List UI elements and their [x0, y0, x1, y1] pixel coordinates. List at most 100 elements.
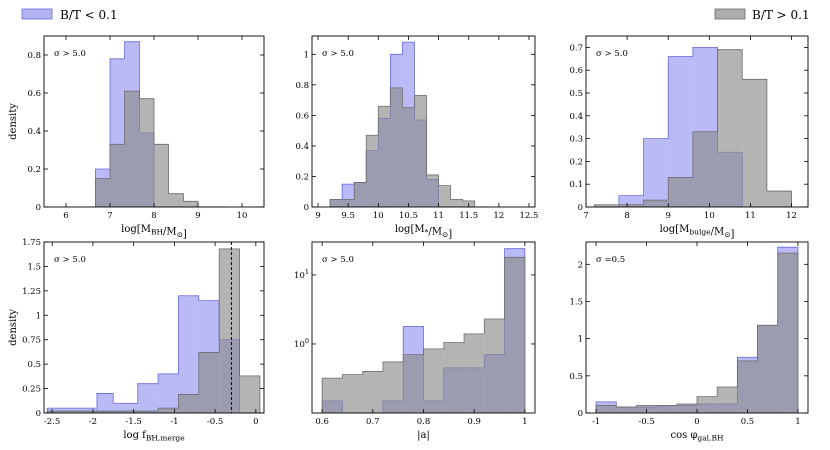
histogram-bar [656, 405, 677, 413]
histogram-bar [96, 411, 114, 413]
histogram-bar [362, 371, 383, 413]
legend-swatch-low [21, 8, 53, 20]
histogram-bar [438, 185, 451, 207]
y-tick-label: 0.4 [569, 112, 583, 122]
histogram-bar [777, 253, 798, 413]
sigma-annotation: σ > 5.0 [322, 49, 354, 59]
y-tick-label: 1 [36, 311, 41, 321]
x-axis-label: log[MBH/M⊙] [121, 224, 187, 240]
histogram-bar [139, 98, 154, 207]
histogram-bar [504, 257, 525, 413]
x-tick-label: 12 [493, 211, 504, 221]
x-tick-label: -2.5 [44, 417, 60, 427]
histogram-bar [616, 407, 637, 413]
y-tick-label: 1 [578, 335, 583, 345]
histogram-bar [354, 182, 367, 207]
y-tick-label: 101 [294, 268, 309, 281]
x-tick-label: 1 [795, 417, 800, 427]
sigma-annotation: σ > 5.0 [54, 49, 86, 59]
y-tick-label: 1.75 [22, 238, 41, 248]
x-tick-label: 12.5 [520, 211, 539, 221]
y-tick-label: 0.2 [569, 157, 583, 167]
x-tick-label: 0.8 [417, 417, 431, 427]
y-tick-label: 0 [36, 203, 41, 213]
histogram-bar [137, 383, 159, 413]
series-bt-high [593, 49, 792, 208]
histogram-bar [692, 131, 718, 207]
histogram-bar [717, 386, 738, 413]
x-axis-label: log[M*/M⊙] [395, 224, 452, 240]
sigma-annotation: σ =0.5 [596, 255, 625, 265]
histogram-bar [618, 195, 644, 207]
x-tick-label: 12 [786, 211, 797, 221]
x-tick-label: -1.5 [125, 417, 141, 427]
y-tick-label: 1 [304, 50, 309, 60]
series-bt-high [95, 90, 228, 208]
sigma-annotation: σ > 5.0 [322, 255, 354, 265]
y-tick-label: 0.4 [27, 127, 41, 137]
legend-label-low: B/T < 0.1 [60, 8, 118, 22]
y-tick-label: 0.7 [569, 43, 583, 53]
y-tick-label: 0.5 [27, 360, 41, 370]
y-tick-label: 0.5 [569, 372, 583, 382]
x-tick-label: 7 [107, 211, 112, 221]
y-tick-label: 0.2 [27, 165, 41, 175]
y-tick-label: 0.5 [569, 89, 583, 99]
histogram-bar [158, 408, 179, 413]
histogram-bar [697, 396, 718, 413]
panel-2: 9 9.5 10 10.5 11 11.5 12 12.5 0 0.2 0.4 0.6 0.8 1 log[… [295, 35, 539, 240]
histogram-outline [95, 90, 228, 208]
histogram-bar [643, 200, 669, 207]
y-tick-label: 0.25 [22, 385, 41, 395]
histogram-bar [110, 144, 125, 207]
y-tick-label: 0 [304, 203, 309, 213]
histogram-outline [46, 248, 261, 413]
panel-6: -1 -0.5 0 0.5 1 0 0.5 1 1.5 2 cos φgal,BH σ =0.5 [569, 241, 809, 443]
y-tick-label: 0 [578, 409, 583, 419]
y-tick-label: 0.1 [569, 180, 583, 190]
x-tick-label: 7 [583, 211, 588, 221]
histogram-bar [198, 352, 220, 413]
histogram-bar [342, 374, 363, 413]
y-tick-label: 0.4 [295, 142, 309, 152]
x-tick-label: -0.5 [207, 417, 223, 427]
x-tick-label: 9 [666, 211, 671, 221]
histogram-bar [403, 354, 424, 413]
histogram-bar [766, 191, 792, 207]
x-tick-label: 0 [253, 417, 258, 427]
x-tick-label: 9 [315, 211, 320, 221]
y-tick-label: 0.8 [27, 51, 41, 61]
histogram-outline [321, 256, 526, 413]
histogram-bar [742, 79, 767, 207]
histogram-bar [668, 177, 693, 207]
x-axis-label: cos φgal,BH [670, 430, 724, 443]
histogram-bar [426, 174, 439, 207]
histogram-bar [113, 411, 138, 413]
histogram-bar [95, 178, 110, 207]
x-tick-label: 10 [704, 211, 715, 221]
histogram-bar [484, 318, 505, 413]
histogram-bar [737, 360, 758, 413]
x-tick-label: 10 [237, 211, 248, 221]
x-tick-label: 0.9 [467, 417, 481, 427]
histogram-bar [596, 405, 617, 413]
legend-swatch-high [714, 8, 746, 20]
series-bt-high [46, 248, 261, 413]
histogram-bar [219, 248, 240, 413]
histogram-outline [593, 49, 792, 207]
histogram-bar [239, 375, 260, 413]
y-tick-label: 1.5 [27, 262, 41, 272]
histogram-bar [443, 342, 465, 413]
histogram-bar [322, 378, 343, 413]
y-tick-label: 0 [578, 203, 583, 213]
histogram-bar [757, 325, 778, 413]
legend-high: B/T > 0.1 [714, 8, 810, 22]
y-tick-label: 1.5 [569, 297, 583, 307]
histogram-bar [168, 193, 184, 207]
histogram-bar [676, 404, 697, 413]
legend-label-high: B/T > 0.1 [752, 8, 810, 22]
y-tick-label: 0.6 [295, 111, 309, 121]
x-axis-label: |a| [417, 430, 430, 441]
